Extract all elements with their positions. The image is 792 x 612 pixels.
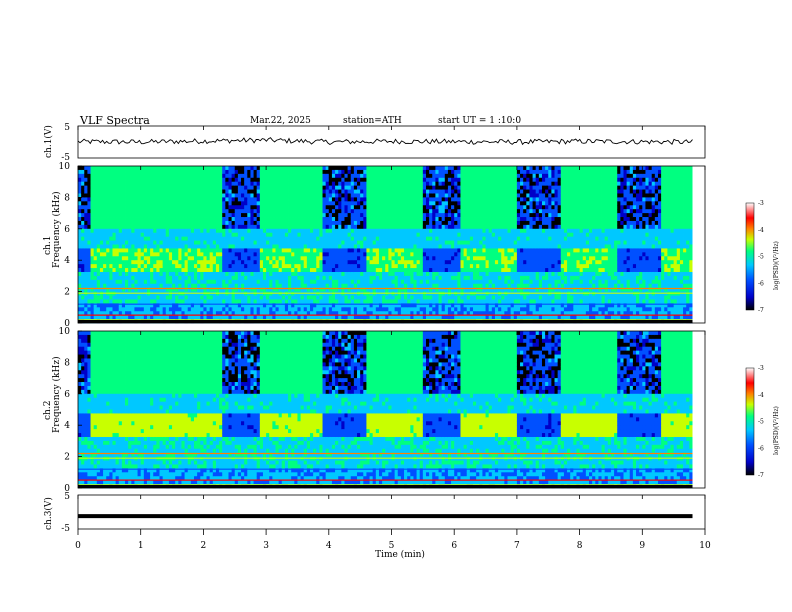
ch3-ytick-top: 5 xyxy=(64,492,70,502)
ch2-spec-ylabel: Frequency (kHz) xyxy=(51,356,62,433)
time-tick-label: 1 xyxy=(138,541,144,551)
spec-ytick-label: 8 xyxy=(64,193,70,203)
colorbar-tick-label: -3 xyxy=(758,365,764,372)
ch1-spec-channel-label: ch.1 xyxy=(43,236,53,255)
spec-ytick-label: 10 xyxy=(59,162,71,172)
colorbar-tick-label: -7 xyxy=(758,472,764,479)
time-axis-label: Time (min) xyxy=(375,549,425,560)
date-label: Mar.22, 2025 xyxy=(250,116,311,126)
time-tick-label: 6 xyxy=(451,541,457,551)
station-label: station=ATH xyxy=(343,116,402,126)
ch3-ytick-bottom: -5 xyxy=(61,524,70,534)
time-tick-label: 10 xyxy=(699,541,711,551)
spec-ytick-label: 6 xyxy=(64,225,70,235)
colorbar-tick-label: -4 xyxy=(758,227,764,234)
colorbar-tick-label: -7 xyxy=(758,307,764,314)
colorbar-tick-label: -3 xyxy=(758,200,764,207)
ch1-ytick-bottom: -5 xyxy=(61,153,70,163)
ch1-colorbar-label: log(PSD)(V²/Hz) xyxy=(773,241,780,290)
ch1-ylabel: ch.1(V) xyxy=(43,125,54,158)
ch1-waveform-panel: 5 -5 ch.1(V) xyxy=(43,123,706,163)
time-tick-label: 4 xyxy=(326,541,332,551)
start-time-label: start UT = 1 :10:0 xyxy=(438,116,521,126)
ch1-spec-ylabel: Frequency (kHz) xyxy=(51,191,62,268)
time-tick-label: 5 xyxy=(389,541,395,551)
colorbar-tick-label: -5 xyxy=(758,254,764,261)
time-tick-label: 8 xyxy=(577,541,583,551)
colorbar-tick-label: -4 xyxy=(758,392,764,399)
ch1-spectrogram-image xyxy=(78,166,705,324)
spec-ytick-label: 6 xyxy=(64,390,70,400)
spec-ytick-label: 4 xyxy=(64,256,70,266)
spec-ytick-label: 0 xyxy=(64,319,70,329)
spec-ytick-label: 0 xyxy=(64,484,70,494)
figure-title: VLF Spectra xyxy=(79,114,150,127)
ch2-colorbar-label: log(PSD)(V²/Hz) xyxy=(773,406,780,455)
ch3-ylabel: ch.3(V) xyxy=(43,497,54,530)
colorbar-tick-label: -5 xyxy=(758,419,764,426)
colorbar-tick-label: -6 xyxy=(758,280,764,287)
ch2-colorbar xyxy=(745,367,755,476)
time-tick-label: 7 xyxy=(514,541,520,551)
spec-ytick-label: 2 xyxy=(64,288,70,298)
spec-ytick-label: 10 xyxy=(59,327,71,337)
spec-ytick-label: 8 xyxy=(64,358,70,368)
ch1-waveform-line xyxy=(77,137,693,146)
time-axis: 0 1 2 3 4 5 6 7 8 9 10 xyxy=(75,126,711,551)
ch3-waveform-panel: 5 -5 ch.3(V) xyxy=(43,492,706,534)
ch2-spectrogram-image xyxy=(78,331,705,489)
spec-ytick-label: 4 xyxy=(64,421,70,431)
spec-ytick-label: 2 xyxy=(64,453,70,463)
colorbar-tick-label: -6 xyxy=(758,445,764,452)
ch1-colorbar xyxy=(745,202,755,311)
ch1-ytick-top: 5 xyxy=(64,123,70,133)
ch2-spec-channel-label: ch.2 xyxy=(43,401,53,420)
time-tick-label: 0 xyxy=(75,541,81,551)
time-tick-label: 2 xyxy=(201,541,207,551)
time-tick-label: 3 xyxy=(263,541,269,551)
time-tick-label: 9 xyxy=(639,541,645,551)
